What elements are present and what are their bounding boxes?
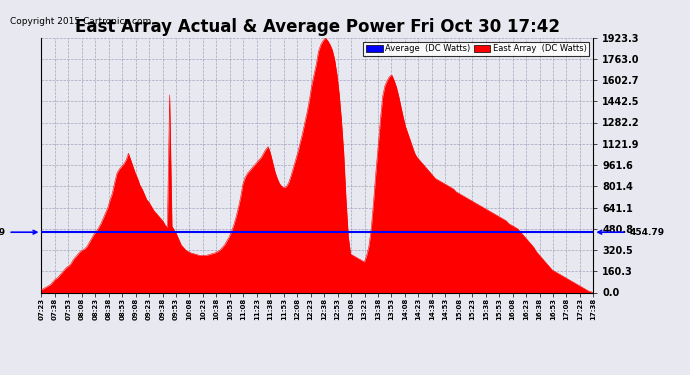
Legend: Average  (DC Watts), East Array  (DC Watts): Average (DC Watts), East Array (DC Watts…	[364, 42, 589, 56]
Text: 454.79: 454.79	[598, 228, 664, 237]
Text: Copyright 2015 Cartronics.com: Copyright 2015 Cartronics.com	[10, 17, 152, 26]
Text: 454.79: 454.79	[0, 228, 37, 237]
Title: East Array Actual & Average Power Fri Oct 30 17:42: East Array Actual & Average Power Fri Oc…	[75, 18, 560, 36]
